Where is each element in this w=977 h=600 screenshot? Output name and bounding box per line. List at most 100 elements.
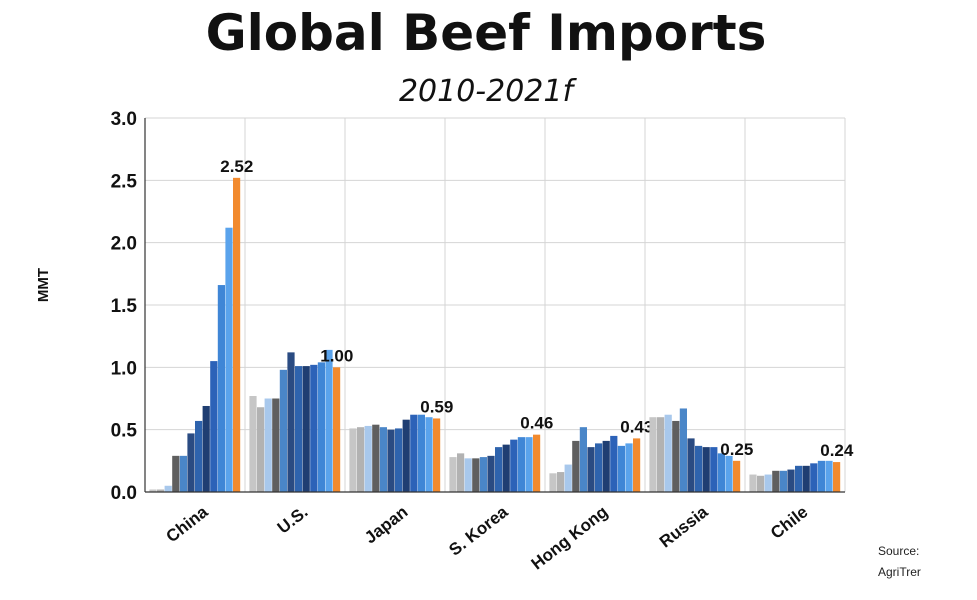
x-tick-label: Chile bbox=[767, 502, 811, 543]
bar bbox=[202, 405, 210, 492]
bar bbox=[664, 414, 672, 492]
bar bbox=[157, 489, 165, 492]
y-tick-label: 1.0 bbox=[111, 358, 137, 379]
bar bbox=[217, 285, 225, 492]
bar bbox=[502, 444, 510, 492]
bar bbox=[472, 458, 480, 492]
y-tick-label: 2.5 bbox=[111, 171, 138, 192]
y-tick-label: 0.5 bbox=[111, 421, 138, 442]
bar bbox=[772, 470, 780, 492]
bar bbox=[287, 352, 295, 492]
bar bbox=[387, 429, 395, 492]
bar bbox=[825, 460, 833, 492]
bar bbox=[449, 457, 457, 492]
bar bbox=[517, 437, 525, 492]
bar bbox=[757, 475, 765, 492]
bar bbox=[295, 366, 303, 492]
bar bbox=[817, 460, 825, 492]
bar bbox=[617, 445, 625, 492]
bar bbox=[833, 462, 841, 492]
data-label: 0.46 bbox=[520, 414, 553, 433]
bar bbox=[717, 453, 725, 492]
bar bbox=[633, 438, 641, 492]
bar bbox=[402, 419, 410, 492]
chart-subtitle: 2010-2021f bbox=[399, 74, 578, 109]
bar bbox=[749, 474, 757, 492]
y-axis-label: MMT bbox=[35, 268, 52, 302]
bar bbox=[225, 227, 233, 492]
bar bbox=[779, 470, 787, 492]
bar bbox=[395, 428, 403, 492]
bar bbox=[357, 427, 365, 492]
bar bbox=[549, 473, 557, 492]
source-label: Source: bbox=[878, 544, 919, 558]
bar bbox=[457, 453, 465, 492]
x-tick-label: S. Korea bbox=[445, 502, 511, 560]
bar bbox=[349, 428, 357, 492]
bar bbox=[325, 349, 333, 492]
bar bbox=[379, 427, 387, 492]
bar bbox=[595, 443, 603, 492]
data-label: 0.43 bbox=[620, 417, 653, 436]
bar bbox=[602, 440, 610, 492]
bar bbox=[195, 420, 203, 492]
bar bbox=[733, 460, 741, 492]
y-tick-label: 3.0 bbox=[111, 109, 137, 130]
bar bbox=[333, 367, 341, 492]
data-label: 1.00 bbox=[320, 346, 353, 365]
bar bbox=[802, 465, 810, 492]
bar bbox=[272, 398, 280, 492]
bar bbox=[210, 361, 218, 492]
bar bbox=[557, 472, 565, 492]
bar bbox=[710, 447, 718, 492]
bar bbox=[264, 398, 272, 492]
bar bbox=[172, 455, 180, 492]
bar bbox=[610, 435, 618, 492]
bar bbox=[687, 438, 695, 492]
bar bbox=[302, 366, 310, 492]
bar bbox=[764, 474, 772, 492]
bar bbox=[364, 425, 372, 492]
chart-title: Global Beef Imports bbox=[206, 4, 767, 62]
bar bbox=[525, 437, 533, 492]
x-tick-label: Russia bbox=[656, 502, 712, 552]
bar bbox=[657, 417, 665, 492]
x-tick-label: U.S. bbox=[274, 502, 312, 537]
bar bbox=[187, 433, 195, 492]
bar bbox=[725, 455, 733, 492]
bar bbox=[479, 457, 487, 492]
bar bbox=[317, 362, 325, 492]
data-label: 0.24 bbox=[820, 441, 854, 460]
source-text: AgriTrer bbox=[878, 565, 921, 579]
bar bbox=[433, 418, 441, 492]
bar bbox=[310, 364, 318, 492]
bar bbox=[233, 177, 241, 492]
bar bbox=[795, 465, 803, 492]
bar bbox=[487, 455, 495, 492]
bar bbox=[625, 443, 633, 492]
bar bbox=[164, 485, 172, 492]
bar bbox=[279, 369, 287, 492]
x-tick-label: Japan bbox=[361, 502, 411, 547]
data-label: 0.59 bbox=[420, 397, 453, 416]
bar bbox=[695, 445, 703, 492]
bar bbox=[249, 396, 257, 492]
bar bbox=[510, 439, 518, 492]
bar bbox=[417, 414, 425, 492]
bar bbox=[372, 424, 380, 492]
bar bbox=[464, 458, 472, 492]
bar bbox=[679, 408, 687, 492]
data-label: 0.25 bbox=[720, 440, 753, 459]
bar bbox=[587, 447, 595, 492]
bar bbox=[495, 447, 503, 492]
bar bbox=[702, 447, 710, 492]
x-tick-label: Hong Kong bbox=[528, 502, 612, 573]
bar bbox=[149, 489, 157, 492]
bar bbox=[810, 463, 818, 492]
bar bbox=[579, 427, 587, 492]
bar bbox=[649, 417, 657, 492]
bar bbox=[787, 469, 795, 492]
y-tick-label: 2.0 bbox=[111, 234, 137, 255]
bar bbox=[533, 434, 541, 492]
